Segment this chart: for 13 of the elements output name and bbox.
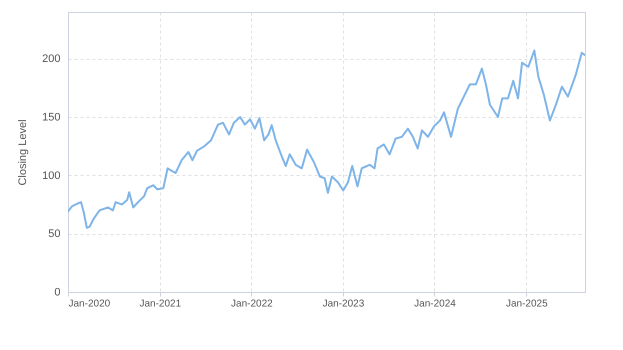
x-tick-label: Jan-2022 xyxy=(231,298,274,310)
x-tick-label: Jan-2025 xyxy=(506,298,548,310)
y-axis-title: Closing Level xyxy=(17,119,30,186)
x-tick-label: Jan-2023 xyxy=(322,298,365,310)
x-tick-label: Jan-2024 xyxy=(414,298,456,310)
y-tick-label: 200 xyxy=(42,53,60,66)
x-tick-label: Jan-2020 xyxy=(68,298,111,310)
x-tick-label: Jan-2021 xyxy=(139,298,182,310)
y-tick-label: 0 xyxy=(54,286,60,298)
y-tick-label: 150 xyxy=(42,112,60,124)
y-tick-label: 50 xyxy=(48,228,60,240)
line-series xyxy=(68,50,585,229)
y-tick-label: 100 xyxy=(42,170,60,182)
